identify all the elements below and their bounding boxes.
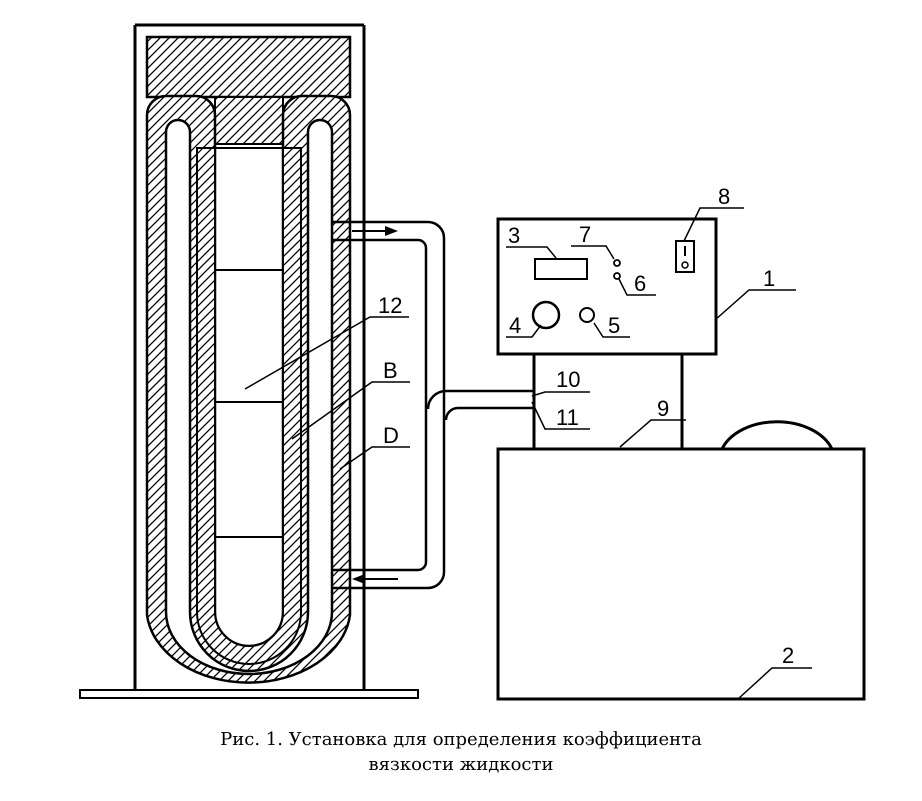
label-7: 7 — [579, 222, 591, 247]
leader-lines — [244, 207, 812, 700]
label-4: 4 — [509, 313, 521, 338]
indicator-6 — [613, 272, 621, 280]
pump-neck — [532, 352, 684, 451]
label-10: 10 — [556, 367, 580, 392]
control-unit-1 — [496, 217, 718, 356]
knob-4 — [531, 300, 561, 330]
inner-tube-12 — [215, 147, 283, 538]
bath-lid — [720, 420, 834, 450]
figure-caption: Рис. 1. Установка для определения коэффи… — [0, 727, 922, 777]
label-3: 3 — [508, 223, 520, 248]
label-1: 1 — [763, 266, 775, 291]
inner-plug — [214, 96, 284, 145]
caption-line-1: Рис. 1. Установка для определения коэффи… — [220, 729, 702, 750]
switch-8 — [675, 240, 695, 273]
label-B: B — [383, 358, 398, 383]
label-5: 5 — [608, 313, 620, 338]
knob-5 — [579, 307, 595, 323]
label-6: 6 — [634, 271, 646, 296]
label-8: 8 — [718, 184, 730, 209]
label-9: 9 — [657, 396, 669, 421]
top-cap — [145, 35, 352, 99]
flow-arrow-out — [352, 574, 398, 584]
flow-arrow-in — [352, 226, 398, 236]
caption-line-2: вязкости жидкости — [368, 754, 554, 775]
indicator-7 — [613, 259, 621, 267]
tube-wall-B — [196, 147, 302, 665]
display-3 — [534, 258, 588, 280]
bath-2 — [496, 447, 866, 701]
label-D: D — [383, 423, 399, 448]
label-12: 12 — [378, 293, 402, 318]
label-11: 11 — [556, 405, 579, 430]
hoses — [331, 220, 534, 590]
jacket-cavity — [164, 118, 334, 676]
label-2: 2 — [782, 643, 794, 668]
